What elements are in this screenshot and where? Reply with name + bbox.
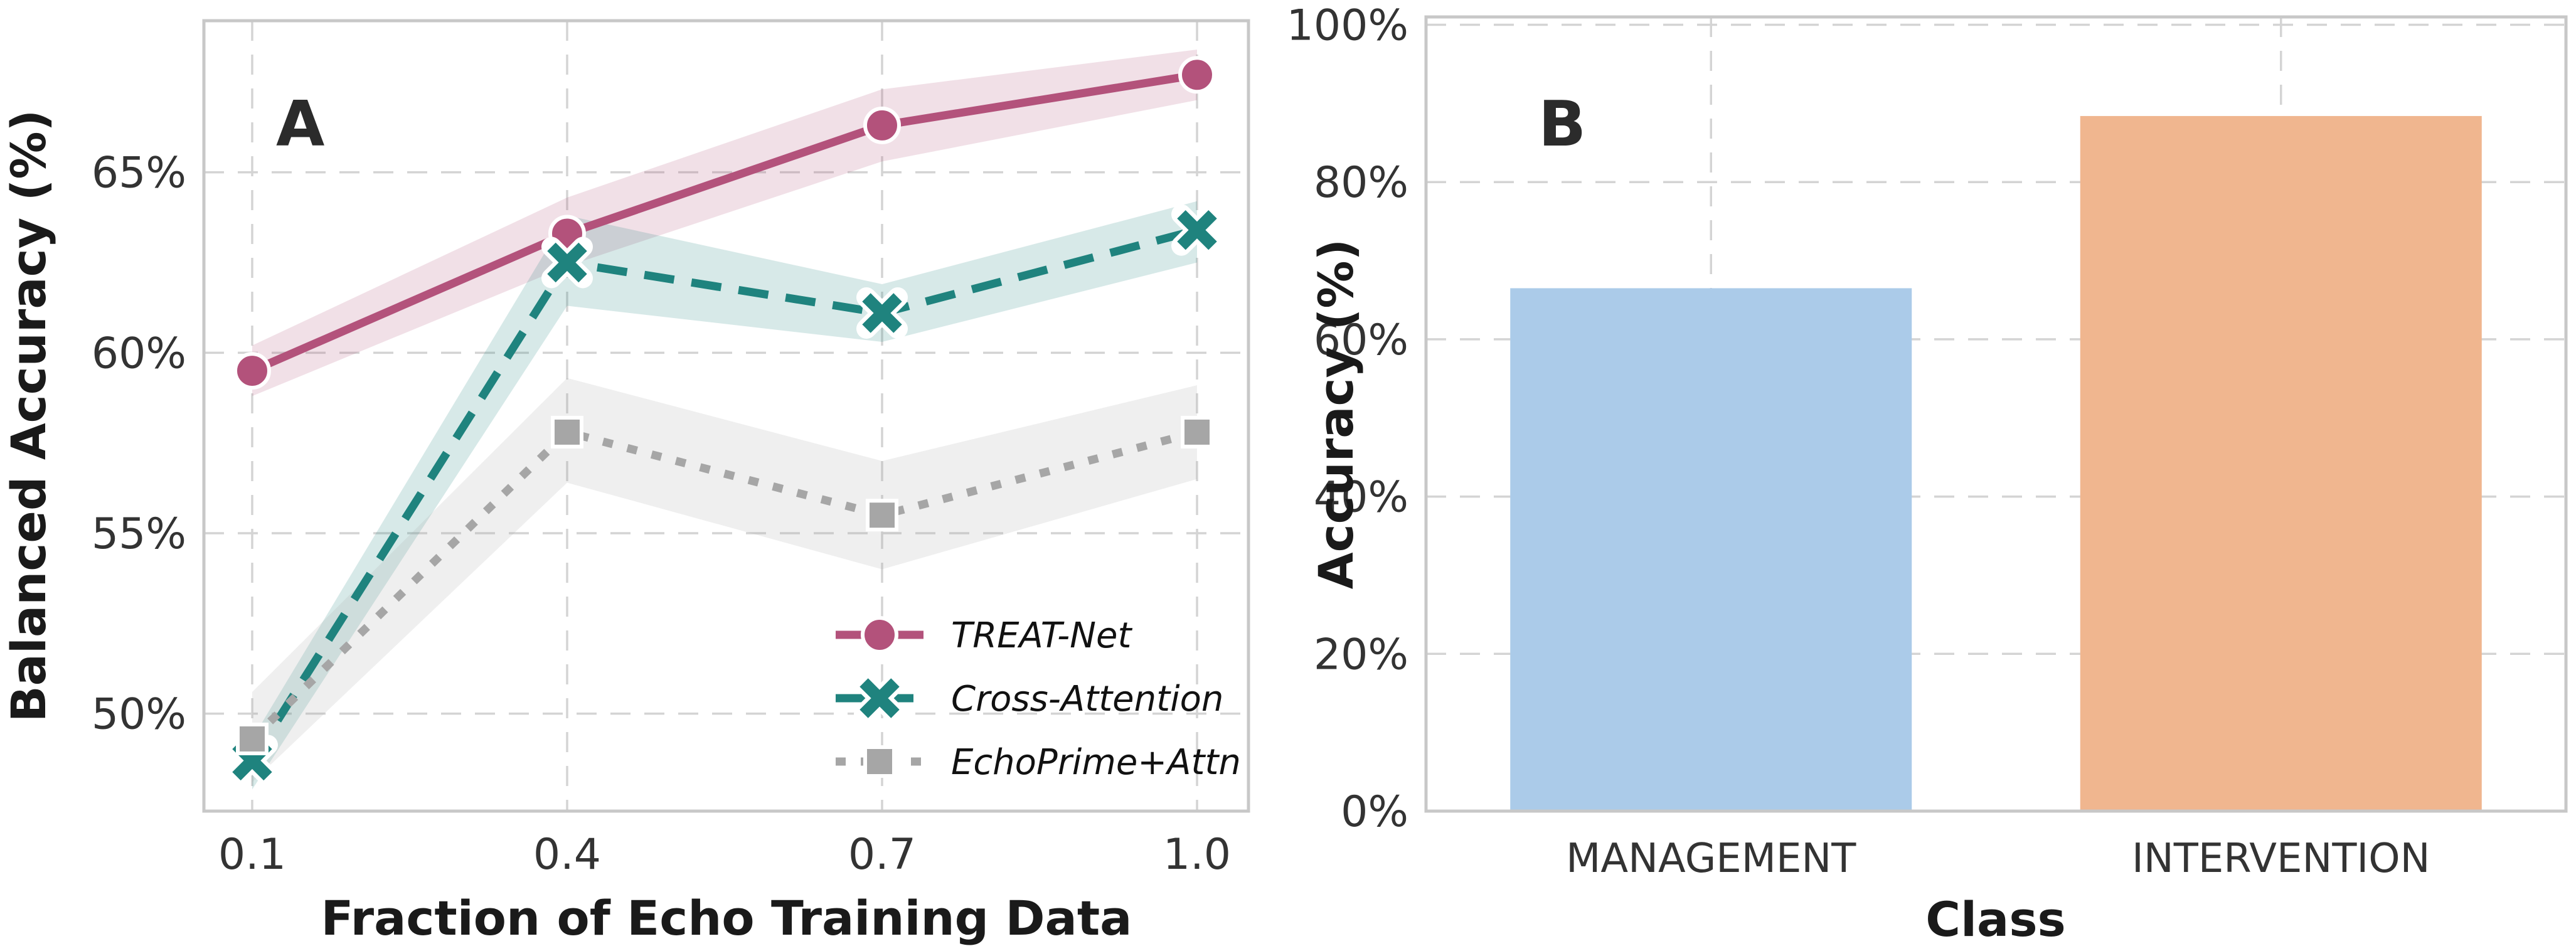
panel-a-yaxis-title: Balanced Accuracy (%): [1, 110, 56, 723]
panel-b-spines: [1424, 15, 2568, 813]
panel-a-gridlines: [204, 21, 1248, 811]
legend-item-treat-net: TREAT-Net: [836, 615, 1133, 656]
panel-a-ytick-label: 55%: [92, 509, 186, 559]
panel-a-ytick-label: 65%: [92, 149, 186, 198]
legend-marker-circle-icon: [861, 616, 898, 654]
panel-a-xtick-label: 0.4: [533, 830, 601, 879]
panel-a-ytick-label: 60%: [92, 329, 186, 378]
panel-a-line-chart: 50% 55% 60% 65% 0.1 0.4 0.7 1.0 TREAT-Net Cross-…: [1, 19, 1250, 946]
panel-a-xtick-label: 0.7: [848, 830, 916, 879]
panel-a-series-lines: [226, 56, 1223, 787]
data-point-marker: [863, 106, 901, 144]
data-point-marker: [547, 242, 587, 283]
panel-b-xtick-label: MANAGEMENT: [1566, 836, 1856, 882]
bar-intervention: [2080, 115, 2482, 811]
legend-marker-square-icon: [863, 745, 896, 778]
confidence-band-echoprime+attn: [252, 378, 1198, 782]
panel-a-xtick-label: 1.0: [1163, 830, 1231, 879]
legend-label: TREAT-Net: [951, 615, 1133, 656]
panel-b-ytick-label: 20%: [1314, 630, 1408, 679]
confidence-band-cross-attention: [252, 201, 1198, 790]
panel-b-ytick-label: 40%: [1314, 473, 1408, 523]
series-line: [248, 226, 1198, 763]
bar-management: [1510, 288, 1912, 811]
panel-b-bar-chart: 0% 20% 40% 60% 80% 100% MANAGEMENT INTERVENTION…: [1287, 1, 2568, 947]
legend-label: EchoPrime+Attn: [951, 742, 1241, 783]
data-point-marker: [550, 415, 583, 449]
data-point-marker: [862, 293, 902, 333]
series-echoprime+attn: [235, 415, 1214, 755]
panel-b-xtick-label: INTERVENTION: [2132, 836, 2430, 882]
panel-b-tick-labels: 0% 20% 40% 60% 80% 100% MANAGEMENT INTERVENTION: [1287, 1, 2430, 882]
series-line: [249, 427, 1198, 742]
panel-a-tick-labels: 50% 55% 60% 65% 0.1 0.4 0.7 1.0: [92, 149, 1231, 879]
series-treat-net: [233, 56, 1216, 390]
panel-a-spines: [202, 19, 1250, 813]
panel-b-bars: [1510, 115, 2482, 811]
panel-b-ytick-label: 0%: [1341, 787, 1408, 837]
panel-a-confidence-bands: [252, 50, 1198, 790]
panel-b-xaxis-title: Class: [1925, 891, 2066, 947]
panel-a-letter: A: [276, 87, 324, 161]
panel-a-legend: TREAT-Net Cross-Attention EchoPrime+Attn: [836, 615, 1241, 783]
panel-b-yaxis-title: Accuracy (%): [1308, 239, 1364, 589]
panel-a-xtick-label: 0.1: [218, 830, 286, 879]
panel-b-ytick-label: 60%: [1314, 316, 1408, 365]
series-line: [250, 70, 1198, 375]
panel-b-frame: [1424, 15, 2568, 813]
panel-a-frame: [202, 19, 1250, 813]
legend-item-echoprime+attn: EchoPrime+Attn: [836, 742, 1241, 783]
panel-b-ytick-label: 80%: [1314, 158, 1408, 208]
panel-b-ytick-label: 100%: [1287, 1, 1408, 51]
legend-item-cross-attention: Cross-Attention: [836, 672, 1223, 724]
data-point-marker: [233, 352, 271, 390]
panel-a-ytick-label: 50%: [92, 690, 186, 740]
data-point-marker: [235, 722, 269, 755]
data-point-marker: [865, 499, 898, 532]
legend-label: Cross-Attention: [951, 679, 1223, 720]
confidence-band-treat-net: [252, 50, 1198, 396]
panel-b-letter: B: [1538, 87, 1586, 161]
panel-a-xaxis-title: Fraction of Echo Training Data: [321, 890, 1132, 946]
data-point-marker: [1181, 415, 1214, 449]
legend-marker-x-icon: [860, 678, 900, 718]
data-point-marker: [1177, 210, 1217, 250]
data-point-marker: [1178, 56, 1216, 94]
